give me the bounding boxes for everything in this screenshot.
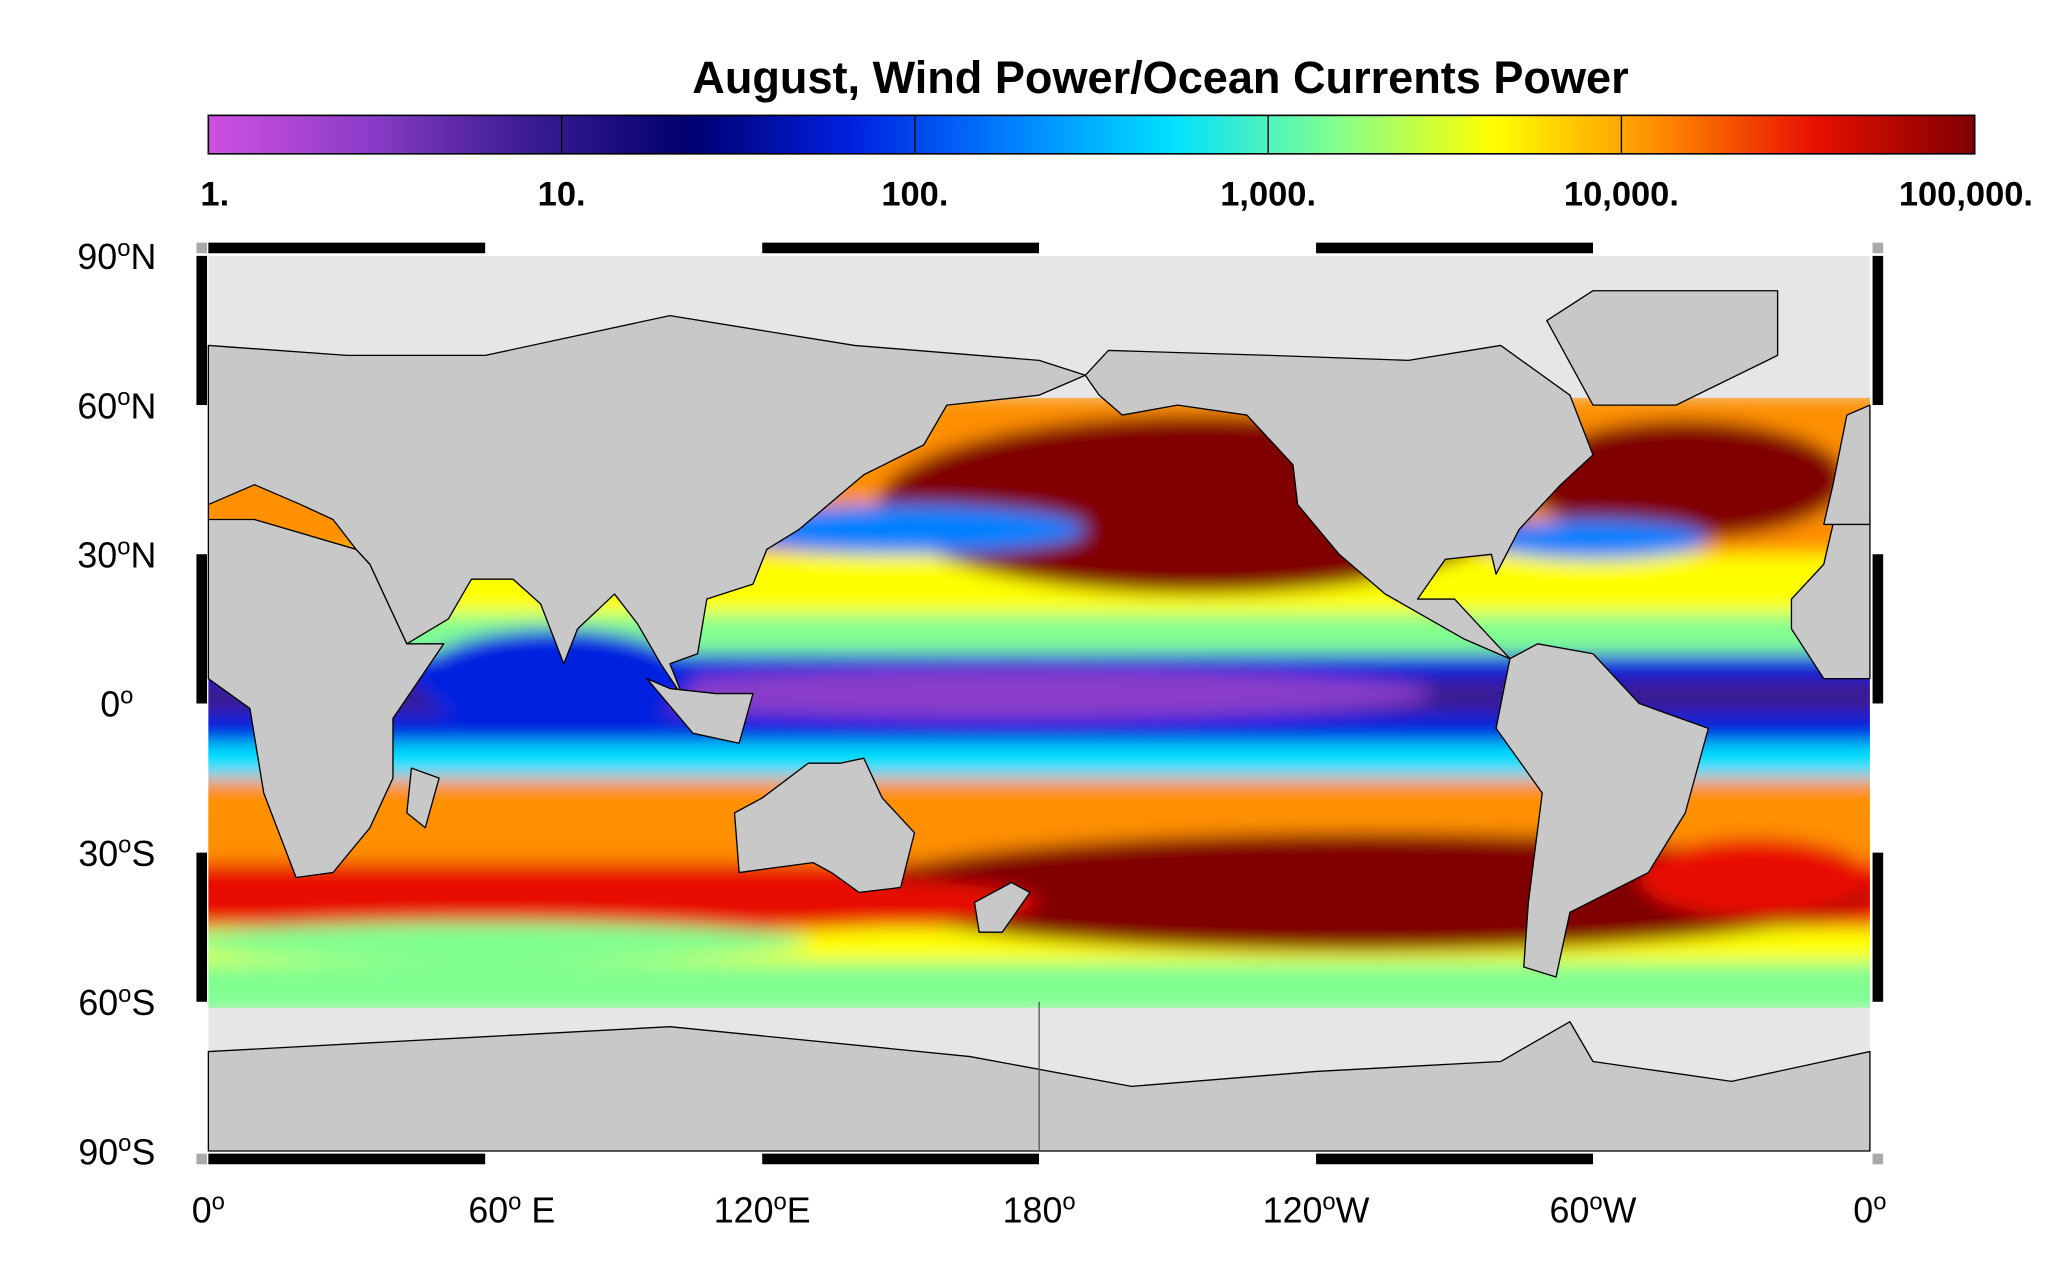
degree-mark: o: [508, 1188, 521, 1215]
lat-label: 30oN: [77, 533, 156, 575]
label-hemisphere: N: [130, 536, 156, 576]
label-hemisphere: N: [130, 386, 156, 426]
land: [973, 881, 1031, 933]
land: [1546, 290, 1779, 406]
ocean-feature: [600, 668, 1432, 719]
degree-mark: o: [773, 1188, 786, 1215]
label-number: 180: [1003, 1191, 1063, 1231]
degree-mark: o: [1322, 1188, 1335, 1215]
land: [207, 314, 1086, 700]
land: [1495, 643, 1710, 978]
label-number: 0: [1853, 1191, 1873, 1231]
label-hemisphere: S: [131, 834, 155, 874]
degree-mark: o: [117, 235, 130, 262]
ocean-feature: [1639, 837, 1870, 918]
label-number: 90: [78, 1132, 118, 1172]
label-hemisphere: E: [787, 1191, 811, 1231]
ocean-feature: [1523, 420, 1847, 540]
degree-mark: o: [1873, 1188, 1886, 1215]
label-number: 0: [100, 685, 120, 725]
lat-label: 60oS: [78, 981, 155, 1023]
degree-mark: o: [117, 384, 130, 411]
lon-label: 60oW: [1550, 1188, 1637, 1230]
lat-label: 0o: [100, 682, 133, 724]
ocean-band: [208, 962, 1870, 1008]
label-hemisphere: W: [1336, 1191, 1370, 1231]
label-hemisphere: S: [131, 1132, 155, 1172]
degree-mark: o: [117, 533, 130, 560]
degree-mark: o: [118, 981, 131, 1008]
land: [1823, 404, 1871, 526]
label-hemisphere: S: [131, 983, 155, 1023]
land: [207, 518, 445, 879]
label-hemisphere: E: [521, 1191, 555, 1231]
lat-label: 30oS: [78, 832, 155, 874]
degree-mark: o: [118, 832, 131, 859]
lon-label: 0o: [1853, 1188, 1886, 1230]
ocean-feature: [416, 628, 693, 729]
lon-label: 120oW: [1263, 1188, 1370, 1230]
map-title: August, Wind Power/Ocean Currents Power: [692, 52, 1628, 103]
label-number: 30: [78, 834, 118, 874]
map: [207, 255, 1871, 1152]
lat-label: 90oN: [77, 235, 156, 277]
colorbar-gradient: [207, 114, 1976, 155]
colorbar-tick-label: 1.: [200, 176, 229, 214]
degree-mark: o: [120, 682, 133, 709]
lon-label: 120oE: [714, 1188, 811, 1230]
lat-label: 60oN: [77, 384, 156, 426]
land: [1084, 344, 1594, 660]
label-hemisphere: W: [1603, 1191, 1637, 1231]
colorbar-tick-label: 1,000.: [1220, 176, 1316, 214]
label-hemisphere: N: [130, 237, 156, 277]
colorbar: 1. 10. 100. 1,000. 10,000. 100,000.: [200, 114, 2033, 214]
lon-label: 60o E: [468, 1188, 555, 1230]
degree-mark: o: [1062, 1188, 1075, 1215]
land: [406, 767, 440, 829]
degree-mark: o: [118, 1130, 131, 1157]
degree-mark: o: [1589, 1188, 1602, 1215]
label-number: 0: [192, 1191, 212, 1231]
lat-label: 90oS: [78, 1130, 155, 1172]
colorbar-tick-label: 100.: [881, 176, 948, 214]
label-number: 30: [77, 536, 117, 576]
land: [646, 677, 754, 744]
frame-corner: [1872, 242, 1884, 254]
label-number: 60: [1550, 1191, 1590, 1231]
label-number: 120: [714, 1191, 774, 1231]
colorbar-tick-label: 10,000.: [1564, 176, 1679, 214]
land: [733, 757, 916, 894]
frame-corner: [196, 242, 208, 254]
colorbar-tick-label: 100,000.: [1899, 176, 2033, 214]
ocean-feature: [208, 922, 809, 963]
colorbar-tick-label: 10.: [538, 176, 586, 214]
degree-mark: o: [212, 1188, 225, 1215]
ocean-feature: [1477, 519, 1709, 560]
frame-corner: [196, 1153, 208, 1165]
label-number: 60: [468, 1191, 508, 1231]
label-number: 120: [1263, 1191, 1323, 1231]
label-number: 60: [78, 983, 118, 1023]
lon-label: 0o: [192, 1188, 225, 1230]
lon-label: 180o: [1003, 1188, 1076, 1230]
label-number: 60: [77, 386, 117, 426]
frame-corner: [1872, 1153, 1884, 1165]
label-number: 90: [77, 237, 117, 277]
